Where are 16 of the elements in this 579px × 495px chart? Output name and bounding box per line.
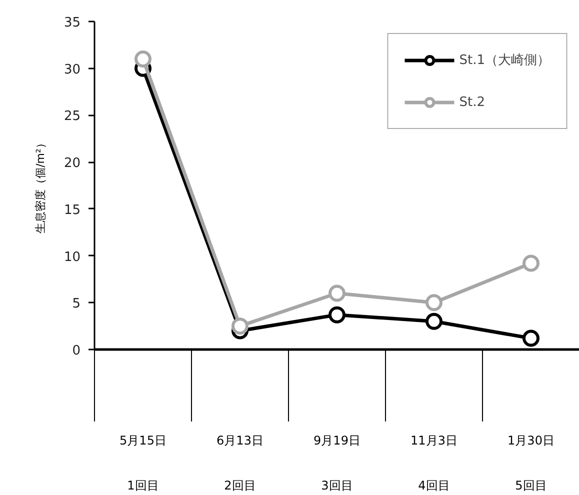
y-tick-label: 35	[64, 16, 81, 30]
y-tick-label: 10	[64, 250, 81, 265]
legend-label: St.2	[459, 94, 485, 110]
category-label: 5月15日 1回目	[120, 434, 166, 492]
category-label: 6月13日 2回目	[216, 434, 264, 492]
category-label: 1月30日 5回目	[508, 434, 554, 492]
y-tick-label: 30	[64, 62, 81, 78]
y-tick-label: 5	[72, 296, 81, 312]
y-axis-title: 生息密度（個/m²）	[34, 138, 47, 234]
y-tick-label: 25	[64, 109, 81, 124]
legend-label: St.1（大崎側）	[459, 52, 550, 69]
y-tick-label: 0	[72, 344, 81, 358]
y-tick-label: 15	[64, 202, 81, 218]
category-label: 11月3日 4回目	[410, 434, 458, 492]
y-tick-label: 20	[64, 156, 81, 172]
category-label: 9月19日 3回目	[314, 434, 360, 492]
